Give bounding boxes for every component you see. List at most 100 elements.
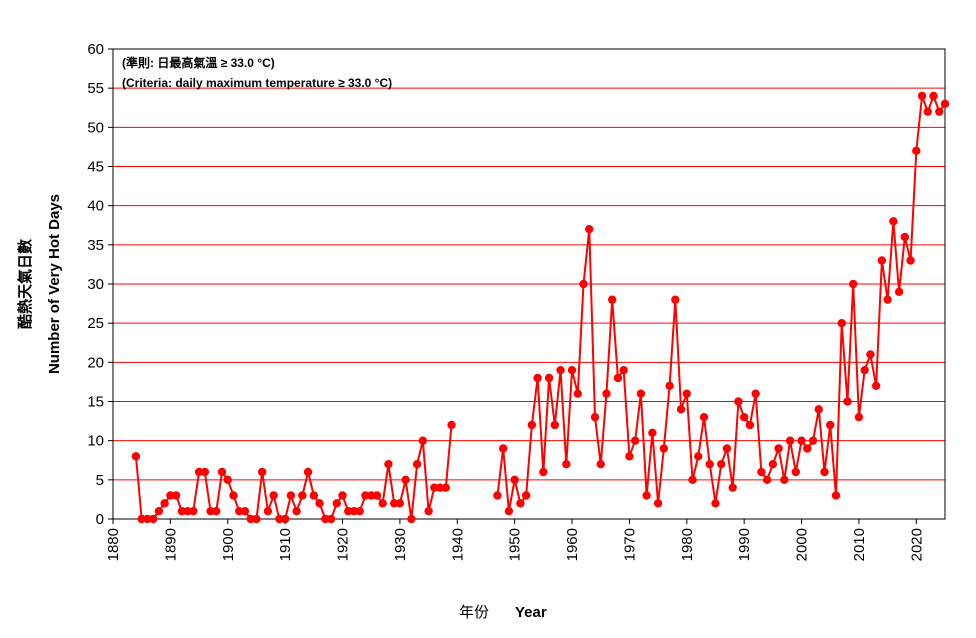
criteria-note-zh: (準則: 日最高氣溫 ≥ 33.0 °C): [122, 55, 275, 70]
data-point: [498, 444, 508, 453]
data-point: [510, 475, 519, 485]
data-point: [676, 405, 686, 414]
data-point: [154, 506, 164, 516]
y-tick-label: 45: [87, 159, 104, 176]
x-axis: 1880 1890 1900 1910 1920 1930 1940 1950 1960 1970…: [105, 519, 925, 561]
y-axis: 0 5 10 15 20 25 30 35 40 45 50 55 60: [87, 41, 113, 528]
data-point: [412, 459, 422, 469]
data-point: [848, 279, 858, 289]
y-tick-label: 35: [87, 237, 104, 254]
data-point: [533, 373, 542, 383]
data-point: [349, 506, 359, 516]
y-tick-label: 60: [87, 41, 104, 58]
data-point: [280, 514, 290, 524]
data-point: [797, 436, 806, 445]
x-tick-label: 2000: [794, 528, 811, 561]
data-point: [803, 444, 812, 453]
data-point: [585, 224, 594, 234]
data-point: [889, 217, 898, 226]
data-point: [596, 459, 605, 469]
data-point: [407, 514, 416, 524]
x-tick-label: 2010: [851, 528, 868, 561]
x-tick-label: 1910: [277, 528, 294, 561]
data-point: [694, 452, 703, 461]
data-point: [441, 483, 450, 492]
data-point: [826, 420, 835, 430]
data-point: [929, 91, 938, 101]
data-point: [430, 483, 439, 492]
data-point: [303, 467, 313, 477]
data-point: [619, 365, 628, 375]
data-point: [671, 295, 680, 304]
data-point: [630, 436, 640, 445]
data-point: [820, 467, 829, 477]
y-tick-label: 30: [87, 276, 104, 293]
y-axis-title-zh: 酷熱天氣日數: [16, 239, 34, 329]
data-point: [131, 452, 141, 461]
x-tick-label: 1990: [736, 528, 753, 561]
x-tick-label: 1930: [392, 528, 409, 561]
x-tick-label: 1970: [621, 528, 638, 561]
data-point: [143, 514, 152, 524]
data-point: [240, 506, 250, 516]
data-point: [286, 491, 296, 500]
data-point: [642, 491, 651, 500]
x-tick-label: 1880: [105, 528, 122, 561]
data-point: [791, 467, 801, 477]
x-axis-title-en: Year: [515, 604, 547, 621]
data-point: [912, 146, 921, 156]
grid: [113, 87, 945, 481]
data-point: [613, 373, 623, 383]
data-point: [447, 420, 456, 430]
y-tick-label: 55: [87, 80, 104, 97]
x-tick-label: 2020: [908, 528, 925, 561]
data-point: [544, 373, 554, 383]
data-point: [355, 506, 364, 516]
data-point: [206, 506, 215, 516]
data-point: [699, 412, 709, 422]
x-tick-label: 1900: [220, 528, 237, 561]
data-point: [894, 287, 904, 297]
data-point: [263, 506, 273, 516]
data-point: [148, 514, 158, 524]
data-point: [171, 491, 181, 500]
data-point: [194, 467, 204, 477]
data-point: [493, 491, 502, 500]
data-point: [682, 389, 691, 398]
data-point: [372, 491, 382, 500]
x-tick-label: 1920: [335, 528, 352, 561]
data-point: [877, 256, 887, 265]
data-point: [137, 514, 146, 524]
data-point: [808, 436, 818, 445]
data-point: [831, 491, 841, 500]
data-point: [866, 350, 875, 359]
data-point: [550, 420, 560, 430]
data-point: [762, 475, 772, 485]
data-point: [573, 389, 582, 398]
data-point: [665, 381, 674, 391]
data-point: [883, 295, 892, 304]
data-point: [166, 491, 175, 500]
data-point: [504, 506, 514, 516]
data-point: [418, 436, 428, 445]
data-point: [326, 514, 336, 524]
data-point: [217, 467, 227, 477]
data-point: [338, 491, 347, 500]
criteria-note-en: (Criteria: daily maximum temperature ≥ 3…: [122, 76, 392, 90]
data-point: [900, 232, 910, 242]
data-point: [275, 514, 284, 524]
data-point: [854, 412, 864, 422]
data-point: [739, 412, 749, 422]
data-point: [757, 467, 766, 477]
x-axis-title-zh: 年份: [459, 604, 489, 621]
data-point: [774, 444, 783, 453]
data-point: [745, 420, 755, 430]
x-tick-label: 1890: [162, 528, 179, 561]
data-point: [636, 389, 646, 398]
data-point: [768, 459, 778, 469]
data-point: [843, 397, 852, 406]
data-point: [602, 389, 611, 398]
y-tick-label: 15: [87, 394, 104, 411]
data-point: [516, 499, 525, 508]
